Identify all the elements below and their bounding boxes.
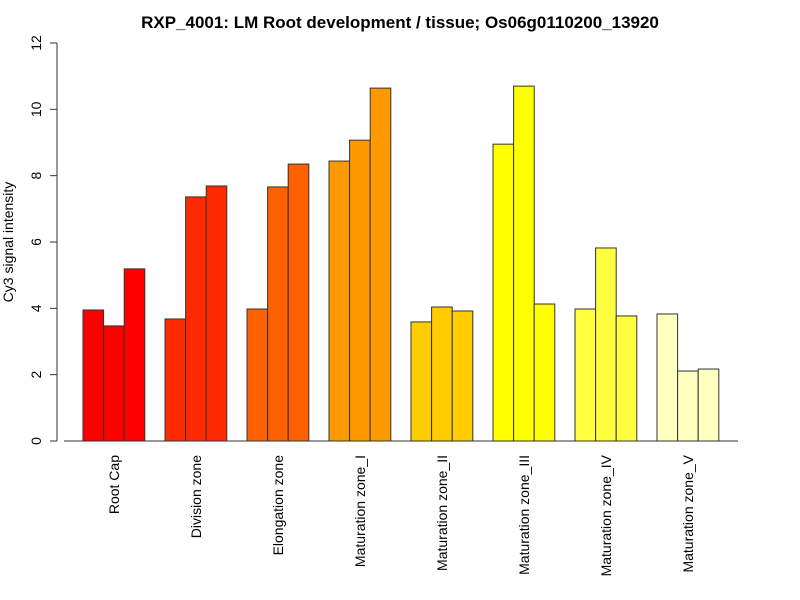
bar xyxy=(328,160,351,442)
x-tick-label: Maturation zone_III xyxy=(516,455,532,575)
bar xyxy=(595,247,617,442)
bar xyxy=(513,85,535,442)
bar xyxy=(185,196,207,442)
bar xyxy=(533,303,556,442)
bar xyxy=(656,313,679,442)
x-tick-label: Elongation zone xyxy=(270,455,286,556)
chart-title: RXP_4001: LM Root development / tissue; … xyxy=(141,13,659,32)
y-axis-label: Cy3 signal intensity xyxy=(0,182,16,303)
bar xyxy=(574,308,597,442)
bar xyxy=(615,315,638,442)
bar xyxy=(697,368,720,442)
bar xyxy=(451,310,474,442)
bar xyxy=(205,185,228,442)
bar xyxy=(164,318,187,442)
y-tick-label: 2 xyxy=(28,371,44,379)
bar xyxy=(246,308,269,442)
bar xyxy=(267,186,289,442)
y-tick-label: 10 xyxy=(28,101,44,117)
bar xyxy=(123,268,146,442)
bar xyxy=(431,306,453,442)
y-axis: 0 2 4 6 8 10 12 xyxy=(28,35,58,445)
bars xyxy=(82,85,720,442)
y-tick-label: 0 xyxy=(28,437,44,445)
bar xyxy=(82,309,105,442)
y-tick-label: 12 xyxy=(28,35,44,51)
bar xyxy=(492,143,515,442)
x-tick-label: Maturation zone_I xyxy=(352,455,368,567)
x-tick-label: Maturation zone_IV xyxy=(598,454,614,576)
y-tick-label: 8 xyxy=(28,172,44,180)
y-tick-label: 6 xyxy=(28,238,44,246)
bar xyxy=(369,87,392,442)
bar xyxy=(103,325,125,442)
y-tick-label: 4 xyxy=(28,304,44,312)
x-tick-label: Root Cap xyxy=(106,455,122,514)
bar xyxy=(287,163,310,442)
x-axis-labels: Root Cap Division zone Elongation zone Matu… xyxy=(106,454,696,576)
bar xyxy=(677,370,699,442)
x-tick-label: Maturation zone_II xyxy=(434,455,450,571)
bar xyxy=(349,139,371,442)
bar xyxy=(410,321,433,442)
x-tick-label: Division zone xyxy=(188,455,204,538)
x-tick-label: Maturation zone_V xyxy=(680,454,696,572)
